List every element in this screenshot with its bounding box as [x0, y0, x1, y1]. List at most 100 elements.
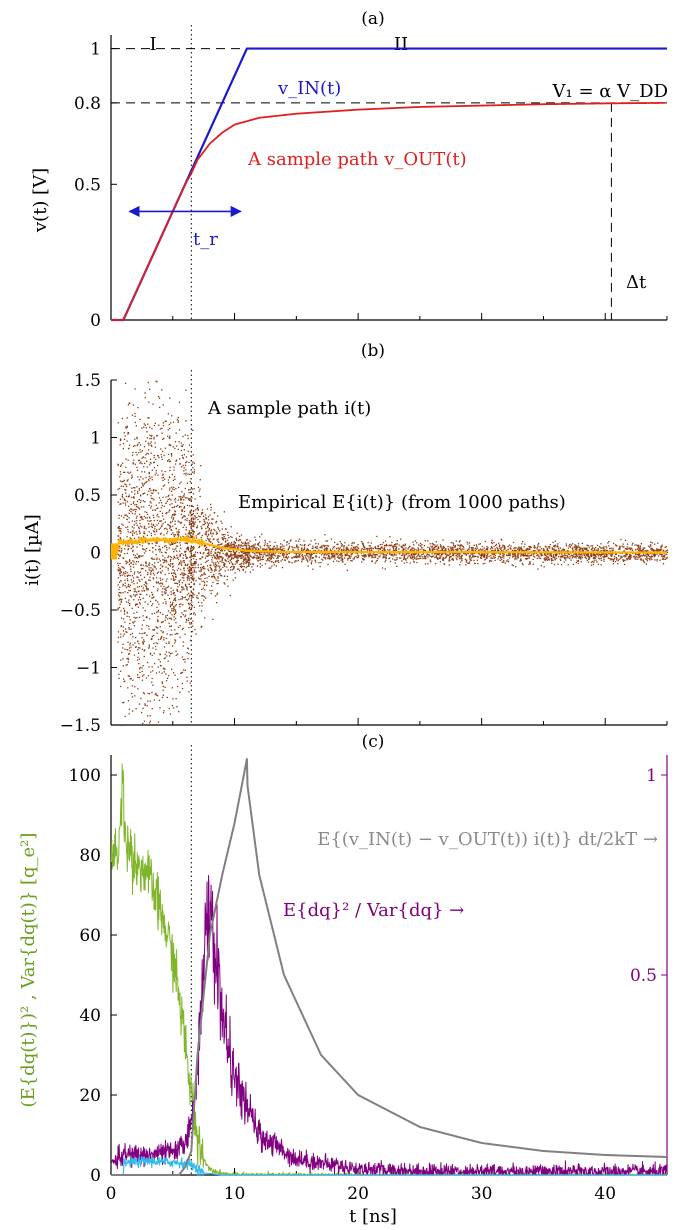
- current-sample-point: [201, 566, 204, 568]
- current-sample-point: [158, 397, 161, 399]
- current-sample-point: [351, 542, 353, 545]
- current-sample-point: [650, 547, 653, 549]
- current-sample-point: [176, 541, 179, 544]
- current-sample-point: [193, 569, 195, 571]
- current-sample-point: [561, 555, 563, 557]
- current-sample-point: [131, 520, 133, 522]
- current-sample-point: [576, 555, 579, 557]
- current-sample-point: [603, 560, 605, 562]
- current-sample-point: [184, 519, 186, 521]
- current-sample-point: [241, 565, 244, 568]
- current-sample-point: [310, 556, 312, 558]
- current-sample-point: [636, 553, 638, 556]
- current-sample-point: [145, 550, 147, 552]
- current-sample-point: [179, 579, 182, 581]
- current-sample-point: [401, 560, 403, 562]
- current-sample-point: [192, 533, 194, 536]
- current-sample-point: [200, 536, 202, 539]
- current-sample-point: [642, 548, 645, 550]
- current-sample-point: [362, 545, 364, 547]
- current-sample-point: [240, 557, 242, 560]
- current-sample-point: [597, 555, 600, 557]
- current-sample-point: [498, 542, 500, 544]
- current-sample-point: [457, 556, 459, 558]
- current-sample-point: [171, 488, 174, 490]
- current-sample-point: [189, 570, 191, 573]
- current-sample-point: [150, 570, 153, 573]
- current-sample-point: [586, 559, 588, 562]
- current-sample-point: [123, 611, 126, 613]
- current-sample-point: [529, 561, 531, 564]
- current-sample-point: [274, 552, 277, 554]
- current-sample-point: [431, 550, 433, 552]
- current-sample-point: [170, 617, 172, 619]
- current-sample-point: [197, 509, 199, 511]
- current-sample-point: [292, 546, 294, 549]
- current-sample-point: [487, 547, 489, 549]
- current-sample-point: [234, 577, 236, 579]
- current-sample-point: [191, 513, 193, 515]
- current-sample-point: [661, 544, 663, 546]
- current-sample-point: [421, 543, 423, 546]
- current-sample-point: [174, 639, 176, 641]
- current-sample-point: [145, 565, 147, 567]
- current-sample-point: [135, 517, 138, 519]
- current-sample-point: [642, 559, 644, 561]
- current-sample-point: [122, 557, 125, 560]
- current-sample-point: [167, 523, 169, 526]
- current-sample-point: [144, 540, 147, 542]
- current-sample-point: [192, 454, 194, 456]
- current-sample-point: [206, 526, 209, 528]
- current-sample-point: [143, 589, 145, 592]
- current-sample-point: [152, 578, 155, 580]
- current-sample-point: [221, 543, 223, 545]
- current-sample-point: [624, 559, 626, 561]
- current-sample-point: [162, 476, 165, 479]
- current-sample-point: [193, 606, 195, 608]
- current-sample-point: [156, 606, 158, 608]
- current-sample-point: [119, 444, 121, 446]
- current-sample-point: [139, 593, 141, 595]
- current-sample-point: [139, 444, 142, 446]
- current-sample-point: [238, 570, 241, 572]
- current-sample-point: [209, 589, 211, 592]
- current-sample-point: [564, 557, 566, 559]
- current-sample-point: [525, 549, 527, 551]
- current-sample-point: [555, 555, 557, 557]
- current-sample-point: [138, 572, 140, 574]
- current-sample-point: [156, 513, 159, 515]
- current-sample-point: [441, 553, 443, 555]
- current-sample-point: [345, 547, 347, 549]
- current-sample-point: [141, 679, 144, 681]
- current-sample-point: [530, 554, 533, 556]
- current-sample-point: [207, 523, 209, 525]
- current-sample-point: [179, 636, 181, 638]
- current-sample-point: [189, 523, 191, 525]
- current-sample-point: [267, 545, 269, 547]
- current-sample-point: [120, 625, 123, 627]
- current-sample-point: [533, 545, 535, 547]
- current-sample-point: [120, 659, 122, 661]
- current-sample-point: [282, 555, 285, 557]
- current-sample-point: [628, 557, 630, 559]
- current-sample-point: [666, 549, 669, 551]
- current-sample-point: [166, 633, 168, 635]
- current-sample-point: [296, 547, 298, 549]
- current-sample-point: [146, 705, 148, 707]
- current-sample-point: [152, 597, 154, 599]
- current-sample-point: [466, 549, 468, 552]
- current-sample-point: [173, 572, 175, 574]
- current-sample-point: [149, 720, 152, 722]
- current-sample-point: [151, 677, 153, 680]
- current-sample-point: [461, 554, 463, 557]
- current-sample-point: [623, 550, 626, 552]
- current-sample-point: [604, 554, 606, 556]
- current-sample-point: [138, 590, 140, 592]
- current-sample-point: [182, 586, 184, 588]
- current-sample-point: [174, 599, 176, 601]
- current-sample-point: [301, 559, 303, 561]
- current-sample-point: [193, 570, 196, 572]
- current-sample-point: [229, 594, 231, 597]
- current-sample-point: [120, 592, 122, 594]
- current-sample-point: [170, 528, 172, 531]
